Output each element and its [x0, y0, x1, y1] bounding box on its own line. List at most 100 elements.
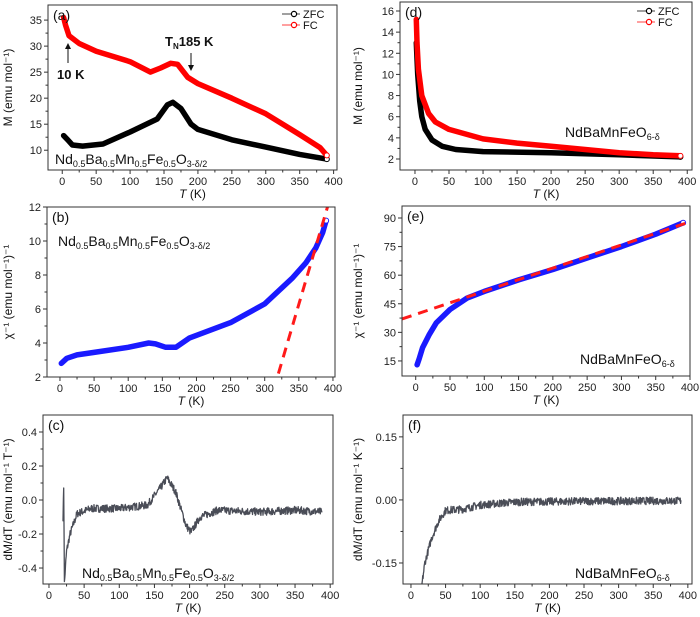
compound-element: Nd: [58, 233, 76, 249]
x-tick-label: 350: [647, 382, 665, 394]
y-tick-label: 10: [30, 145, 42, 157]
x-tick-label: 300: [609, 590, 627, 602]
x-tick-label: 50: [444, 382, 456, 394]
legend-label-zfc: ZFC: [303, 9, 324, 21]
y-tick-label: 15: [30, 119, 42, 131]
compound-subscript: 3-δ/2: [187, 159, 208, 169]
x-axis-unit: (K): [187, 187, 206, 201]
x-tick-label: 50: [443, 176, 455, 188]
x-tick-label: 150: [153, 383, 171, 395]
x-tick-label: 0: [412, 176, 418, 188]
panel-label: (d): [405, 4, 422, 20]
y-tick-label: 10: [29, 236, 41, 248]
compound-subscript: 6-δ: [662, 359, 675, 369]
legend-marker: [645, 18, 653, 26]
x-axis-var: T: [175, 601, 184, 615]
x-tick-label: 250: [216, 590, 234, 602]
x-tick-label: 300: [612, 382, 630, 394]
x-tick-label: 350: [290, 383, 308, 395]
panel-label: (b): [52, 209, 69, 225]
series-group: [413, 16, 684, 160]
x-tick-label: 50: [439, 590, 451, 602]
x-axis-unit: (K): [540, 393, 559, 407]
y-tick-label: 14: [382, 27, 394, 39]
y-tick-label: 2: [388, 154, 394, 166]
x-tick-label: 300: [610, 176, 628, 188]
y-tick-label: 8: [35, 270, 41, 282]
compound-subscript: 0.5: [76, 241, 89, 251]
x-tick-label: 100: [110, 590, 128, 602]
x-tick-label: 400: [681, 382, 699, 394]
x-axis-unit: (K): [540, 187, 559, 201]
x-axis-label: T (K): [533, 393, 560, 407]
x-tick-label: 50: [88, 383, 100, 395]
y-tick-label: -0.15: [372, 558, 397, 570]
x-tick-label: 350: [644, 590, 662, 602]
series-fc: [60, 14, 330, 159]
x-axis-var: T: [533, 393, 542, 407]
compound-subscript: 0.5: [135, 159, 148, 169]
annotation-tn-subscript: N: [173, 42, 179, 51]
y-tick-label: 0.15: [376, 432, 397, 444]
compound-element: Fe: [150, 233, 167, 249]
x-tick-label: 150: [508, 176, 526, 188]
x-axis-unit: (K): [185, 394, 204, 408]
compound-element: Ba: [85, 151, 102, 167]
x-tick-label: 350: [291, 176, 309, 188]
series-dm/dt: [421, 496, 682, 584]
y-tick-label: 25: [30, 67, 42, 79]
y-tick-label: 90: [384, 213, 396, 225]
panel-f: 0 50 100 150 200 250 300 350 400 -0.15 0.00 0.15 T (…: [351, 414, 697, 615]
series-group: [421, 496, 682, 584]
y-tick-label: 15: [384, 356, 396, 368]
y-tick-label: -0.4: [18, 563, 37, 575]
y-tick-label: 4: [35, 338, 41, 350]
series-fc: [413, 16, 684, 159]
compound-subscript: 3-δ/2: [190, 241, 211, 251]
compound-element: Nd: [55, 151, 73, 167]
y-axis-label: M (emu mol⁻¹): [1, 49, 15, 127]
series-group: [60, 14, 330, 163]
legend-label-fc: FC: [303, 20, 318, 32]
y-tick-label: 6: [388, 112, 394, 124]
y-tick-label: 2: [35, 372, 41, 384]
end-marker: [677, 152, 684, 159]
y-tick-label: -0.2: [18, 529, 37, 541]
y-tick-label: 0.00: [376, 495, 397, 507]
y-tick-label: 12: [382, 48, 394, 60]
x-tick-label: 200: [180, 590, 198, 602]
y-tick-label: 30: [30, 41, 42, 53]
x-tick-label: 50: [90, 176, 102, 188]
x-axis-var: T: [178, 394, 187, 408]
y-tick-label: 35: [30, 15, 42, 27]
y-tick-label: 30: [384, 327, 396, 339]
x-tick-label: 200: [542, 176, 560, 188]
y-tick-label: 16: [382, 6, 394, 18]
y-tick-label: 6: [35, 304, 41, 316]
legend-label-fc: FC: [658, 17, 673, 29]
x-axis-label: T (K): [179, 187, 206, 201]
compound-element: O: [176, 151, 187, 167]
compound-subscript: 0.5: [190, 573, 203, 583]
panel-label: (c): [48, 417, 64, 433]
x-tick-label: 100: [471, 590, 489, 602]
x-tick-label: 250: [576, 176, 594, 188]
panel-c: 0 50 100 150 200 250 300 350 400 -0.4 -0.2 0.0 0.2 0.…: [1, 414, 339, 615]
series-zfc: [60, 99, 330, 162]
x-axis-var: T: [534, 601, 543, 615]
arrow-head: [188, 65, 194, 71]
compound-subscript: 0.5: [166, 241, 179, 251]
arrow-head: [65, 43, 71, 49]
compound-subscript: 0.5: [162, 573, 175, 583]
x-tick-label: 250: [221, 383, 239, 395]
compound-element: NdBaMnFeO: [565, 124, 647, 140]
x-tick-label: 150: [509, 382, 527, 394]
compound-element: Mn: [115, 151, 134, 167]
plot-frame: [42, 414, 334, 585]
y-tick-label: 20: [30, 93, 42, 105]
x-tick-label: 100: [119, 383, 137, 395]
annotation-tn: TN185 K: [165, 34, 214, 51]
x-tick-label: 50: [78, 590, 90, 602]
compound-label: Nd0.5Ba0.5Mn0.5Fe0.5O3-δ/2: [55, 151, 207, 169]
compound-element: Nd: [82, 565, 100, 581]
